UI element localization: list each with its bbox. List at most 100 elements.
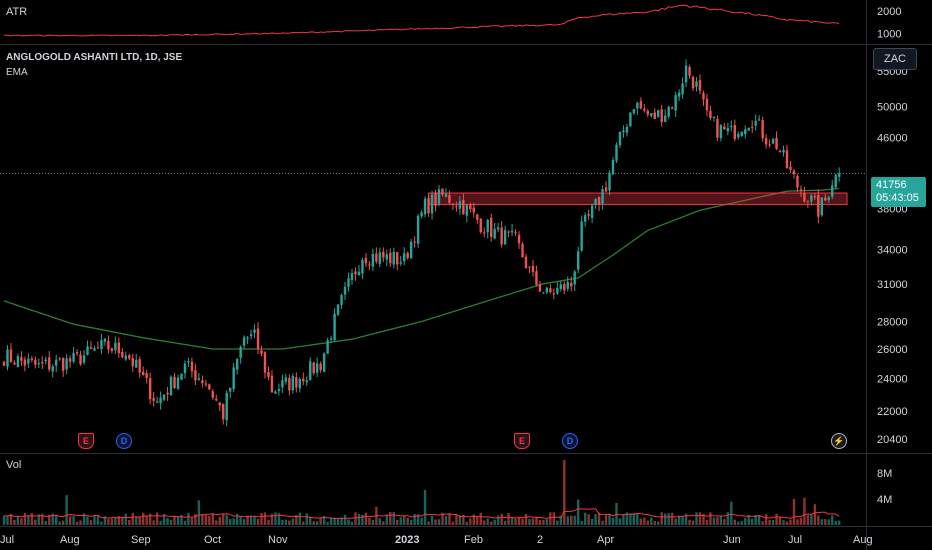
- volume-bar: [618, 518, 622, 525]
- vol-label[interactable]: Vol: [6, 459, 22, 471]
- volume-bar: [309, 516, 312, 525]
- candle-body: [347, 278, 350, 287]
- volume-bar: [169, 519, 173, 525]
- volume-bar: [61, 520, 65, 525]
- candle-body: [622, 130, 625, 133]
- candle-body: [496, 227, 500, 230]
- candle-body: [343, 286, 347, 295]
- earnings-flag-icon[interactable]: E: [514, 433, 530, 449]
- candle-body: [577, 251, 580, 270]
- candle-body: [427, 198, 430, 214]
- candle: [135, 354, 138, 368]
- volume-bar: [409, 519, 413, 525]
- candle: [810, 193, 813, 206]
- dividend-circle-icon[interactable]: D: [562, 433, 578, 449]
- volume-bar: [792, 499, 796, 525]
- candle: [684, 59, 688, 88]
- ema-label[interactable]: EMA: [6, 67, 28, 78]
- atr-tick-label: 2000: [877, 6, 901, 18]
- support-zone[interactable]: [428, 192, 848, 205]
- candle: [138, 356, 141, 378]
- volume-bar: [20, 518, 23, 525]
- volume-bar: [131, 512, 134, 525]
- volume-bar: [382, 521, 385, 525]
- volume-bar: [754, 514, 757, 525]
- candle: [423, 196, 427, 218]
- volume-bar: [9, 514, 13, 525]
- candle-body: [239, 347, 242, 358]
- volume-bar: [235, 513, 239, 525]
- volume-bar: [667, 513, 670, 525]
- volume-bar: [806, 515, 810, 525]
- candle: [413, 236, 416, 248]
- dividend-circle-icon[interactable]: D: [116, 433, 132, 449]
- candle-body: [695, 81, 698, 88]
- candle-body: [336, 304, 340, 315]
- volume-bar: [30, 513, 34, 525]
- candle-body: [538, 284, 542, 292]
- candle-body: [392, 251, 395, 265]
- earnings-flag-icon[interactable]: E: [78, 433, 94, 449]
- candle-body: [657, 110, 660, 117]
- volume-bar: [277, 513, 281, 525]
- volume-bar: [68, 516, 72, 525]
- candle-body: [79, 354, 82, 365]
- time-axis[interactable]: Jul Aug Sep Oct Nov 2023 Feb 2 Apr Jun Jul Aug: [0, 534, 873, 546]
- candle: [336, 303, 340, 317]
- candle-body: [256, 328, 260, 350]
- candle-body: [399, 262, 402, 264]
- candle-body: [23, 359, 27, 366]
- candle-body: [660, 109, 663, 123]
- candle-body: [451, 203, 455, 206]
- volume-bar: [573, 515, 576, 525]
- candle: [48, 351, 51, 372]
- candle: [517, 231, 521, 249]
- volume-bar: [831, 515, 834, 525]
- volume-bar: [531, 518, 535, 525]
- candle-body: [176, 377, 180, 389]
- candle-body: [559, 284, 562, 289]
- volume-bar: [632, 513, 636, 525]
- volume-bar: [535, 517, 538, 525]
- candle-body: [197, 378, 201, 380]
- time-tick-label: Feb: [464, 534, 483, 546]
- volume-bar: [476, 517, 479, 525]
- candle: [263, 351, 267, 379]
- candle: [65, 354, 68, 375]
- candle: [288, 374, 291, 396]
- volume-bar: [138, 516, 141, 525]
- candle: [552, 288, 556, 300]
- candle: [761, 116, 764, 142]
- currency-button[interactable]: ZAC: [873, 48, 917, 70]
- price-axis[interactable]: 5500050000460003800034000310002800026000…: [877, 66, 908, 446]
- volume-bar: [225, 514, 228, 525]
- candle-body: [180, 373, 183, 380]
- volume-bar: [246, 515, 249, 525]
- candle: [350, 268, 354, 285]
- volume-bar: [183, 520, 187, 525]
- candle-body: [316, 363, 319, 373]
- volume-bar: [670, 512, 674, 525]
- candle: [587, 209, 590, 220]
- candle: [274, 390, 277, 394]
- candle-body: [204, 383, 208, 385]
- candle-body: [309, 361, 312, 380]
- lightning-icon[interactable]: ⚡: [831, 433, 847, 449]
- candle: [500, 221, 503, 248]
- candle: [260, 345, 263, 356]
- candle-body: [263, 352, 267, 373]
- candle-body: [6, 349, 9, 367]
- candle-body: [528, 266, 531, 268]
- candle-body: [441, 188, 444, 195]
- candle: [295, 372, 298, 393]
- time-tick-label: Oct: [204, 534, 221, 546]
- candle: [483, 227, 486, 238]
- candle: [545, 286, 549, 294]
- time-tick-label: Aug: [60, 534, 80, 546]
- candle: [740, 131, 743, 137]
- volume-bar: [399, 517, 402, 525]
- candle-body: [483, 232, 486, 234]
- volume-bar: [570, 515, 573, 525]
- volume-bar: [385, 514, 388, 525]
- candle: [455, 201, 458, 212]
